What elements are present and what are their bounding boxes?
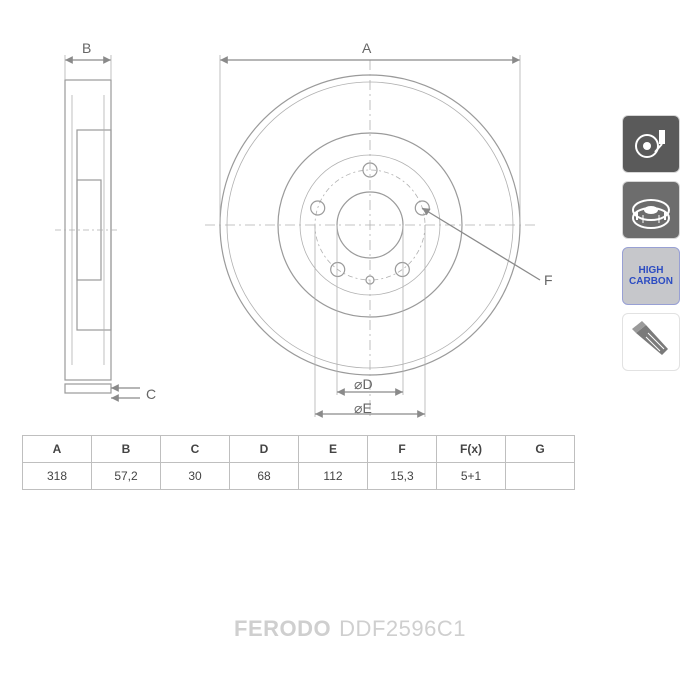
cell: 5+1 [437, 463, 506, 490]
table-row: 318 57,2 30 68 112 15,3 5+1 [23, 463, 575, 490]
vented-disc-icon [622, 181, 680, 239]
col-header: F [368, 436, 437, 463]
high-carbon-badge: HIGH CARBON [622, 247, 680, 305]
brake-disc-sensor-icon [622, 115, 680, 173]
front-view [205, 55, 540, 420]
col-header: F(x) [437, 436, 506, 463]
diagram-stage: A B C ⌀D ⌀E F HIGH CARBON A B C D E F F(… [0, 0, 700, 700]
dimension-table: A B C D E F F(x) G 318 57,2 30 68 112 15… [22, 435, 575, 490]
screw-icon [622, 313, 680, 371]
cell: 318 [23, 463, 92, 490]
cell [506, 463, 575, 490]
cell: 57,2 [92, 463, 161, 490]
brand-watermark: FERODO DDF2596C1 [0, 616, 700, 642]
dim-label-C: C [146, 386, 156, 402]
cell: 112 [299, 463, 368, 490]
table-row: A B C D E F F(x) G [23, 436, 575, 463]
technical-drawing [0, 0, 700, 430]
cell: 15,3 [368, 463, 437, 490]
col-header: E [299, 436, 368, 463]
dim-label-A: A [362, 40, 371, 56]
part-number: DDF2596C1 [339, 616, 466, 641]
col-header: B [92, 436, 161, 463]
cell: 68 [230, 463, 299, 490]
col-header: C [161, 436, 230, 463]
feature-icons: HIGH CARBON [622, 115, 678, 371]
dim-label-F: F [544, 272, 553, 288]
side-view [55, 55, 140, 398]
col-header: G [506, 436, 575, 463]
col-header: A [23, 436, 92, 463]
dim-label-B: B [82, 40, 91, 56]
cell: 30 [161, 463, 230, 490]
dim-label-E: ⌀E [354, 400, 372, 417]
dim-label-D: ⌀D [354, 376, 373, 393]
brand-name: FERODO [234, 616, 331, 641]
col-header: D [230, 436, 299, 463]
